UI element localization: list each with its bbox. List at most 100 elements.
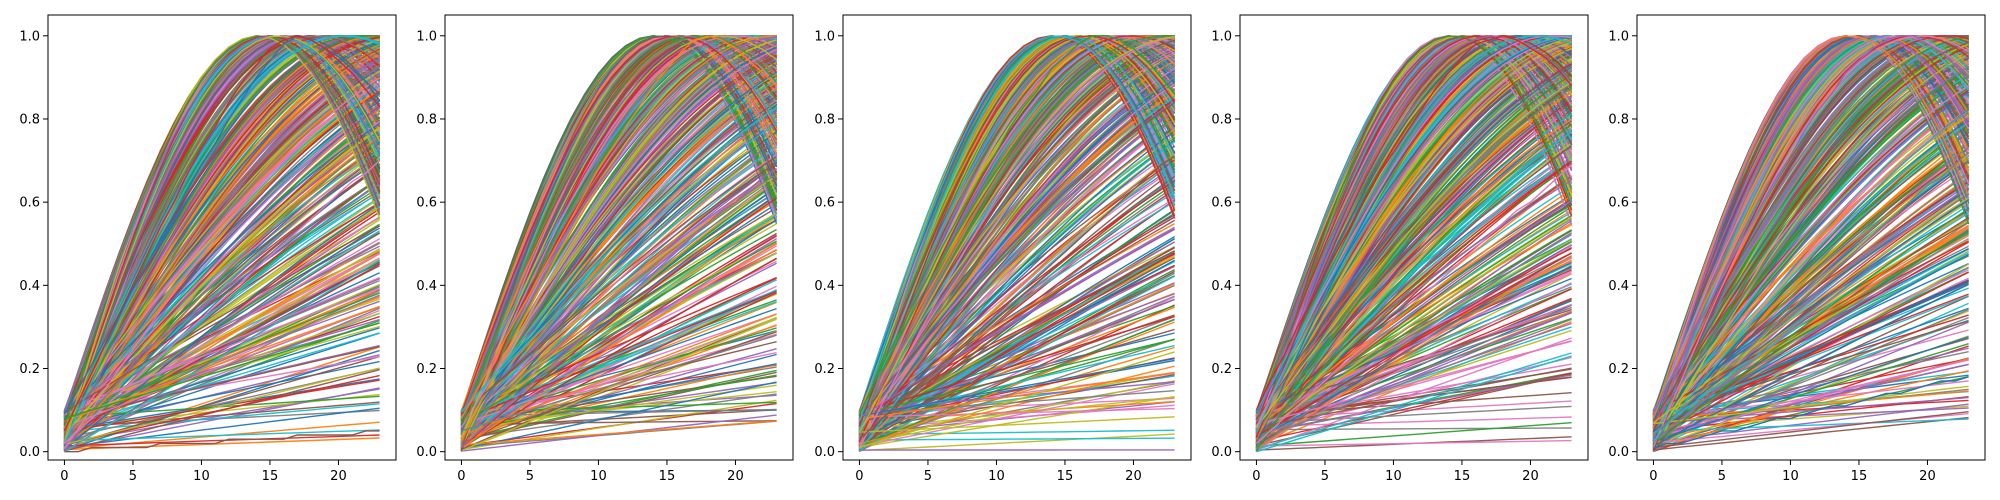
x-tick-label: 15: [659, 469, 676, 484]
series-line: [64, 401, 380, 429]
x-tick-label: 5: [526, 469, 534, 484]
y-tick-label: 0.0: [1608, 445, 1629, 460]
series-line: [859, 365, 1175, 445]
series-line: [1256, 416, 1572, 428]
x-tick-label: 5: [129, 469, 137, 484]
series-line: [1255, 179, 1572, 412]
series-line: [461, 420, 777, 446]
y-tick-label: 0.4: [814, 279, 835, 294]
series-line: [63, 77, 380, 450]
series-line: [1256, 422, 1572, 447]
series-line: [460, 35, 778, 419]
x-tick-label: 20: [1522, 469, 1539, 484]
series-line: [1652, 84, 1969, 422]
series-line: [63, 36, 380, 450]
series-line: [1255, 175, 1572, 426]
axes-frame: [47, 14, 397, 461]
x-tick-label: 15: [262, 469, 279, 484]
y-tick-label: 0.0: [814, 445, 835, 460]
series-line: [461, 240, 777, 425]
series-line: [1256, 317, 1572, 426]
series-line: [63, 73, 380, 429]
series-line: [859, 298, 1175, 432]
y-tick-label: 0.4: [1608, 279, 1629, 294]
series-line: [460, 139, 777, 418]
series-line: [1652, 208, 1969, 446]
series-line: [461, 334, 777, 432]
series-line: [859, 321, 1175, 449]
series-line: [64, 322, 380, 414]
series-line: [64, 332, 380, 428]
series-line: [1255, 124, 1573, 445]
series-line: [1653, 411, 1969, 449]
series-line: [858, 161, 1176, 450]
series-line: [1256, 252, 1572, 446]
series-line: [461, 374, 777, 431]
x-tick-label: 10: [193, 469, 210, 484]
series-line: [858, 102, 1175, 418]
series-line: [1255, 200, 1572, 434]
x-tick-label: 5: [1321, 469, 1329, 484]
series-line: [64, 287, 380, 412]
series-line: [1256, 239, 1572, 431]
series-line: [460, 79, 777, 420]
series-line: [461, 222, 777, 425]
series-line: [461, 242, 777, 449]
series-line: [1652, 68, 1969, 447]
series-line: [859, 400, 1175, 423]
series-line: [858, 35, 1175, 427]
series-line: [460, 35, 778, 436]
series-line: [1653, 232, 1969, 441]
series-line: [64, 360, 380, 427]
series-line: [858, 68, 1175, 442]
series-line: [1653, 347, 1969, 427]
series-line: [63, 127, 381, 436]
series-line: [1255, 120, 1573, 423]
series-line: [1256, 439, 1572, 447]
series-line: [1652, 35, 1970, 419]
series-line: [1255, 64, 1572, 420]
series-line: [1255, 35, 1573, 447]
series-line: [64, 242, 380, 445]
y-tick-label: 0.2: [1211, 362, 1232, 377]
y-tick-label: 0.8: [814, 112, 835, 127]
series-line: [461, 313, 777, 426]
series-line: [1256, 367, 1572, 428]
series-line: [460, 48, 777, 428]
x-tick-label: 15: [1851, 469, 1868, 484]
series-line: [63, 35, 381, 412]
series-line: [1652, 35, 1970, 429]
series-line: [1255, 35, 1573, 443]
y-tick-label: 1.0: [1211, 29, 1232, 44]
series-line: [1255, 35, 1573, 437]
series-line: [858, 35, 1176, 447]
x-tick-label: 10: [1385, 469, 1402, 484]
x-tick-label: 0: [855, 469, 863, 484]
series-line: [1652, 35, 1970, 434]
series-line: [858, 35, 1176, 422]
series-line: [1255, 99, 1573, 436]
axes-frame: [444, 14, 794, 461]
series-line: [859, 344, 1175, 421]
y-tick-label: 0.4: [1211, 279, 1232, 294]
y-tick-label: 0.2: [1608, 362, 1629, 377]
series-line: [64, 407, 380, 448]
series-line: [1653, 380, 1969, 419]
series-line: [460, 35, 778, 420]
series-line: [1256, 277, 1572, 413]
series-line: [858, 35, 1175, 443]
x-tick-label: 0: [1252, 469, 1260, 484]
series-line: [1652, 212, 1969, 434]
series-line: [460, 155, 777, 416]
series-line: [460, 35, 778, 415]
series-line: [63, 44, 380, 416]
series-line: [63, 35, 380, 444]
panel-3: 0 5 10 15 20 0.0 0.2 0.4 0.6 0.8 1.0: [814, 14, 1192, 484]
series-line: [1255, 82, 1572, 434]
x-tick-label: 20: [1125, 469, 1142, 484]
series-line: [1653, 293, 1969, 419]
series-line: [859, 351, 1175, 449]
series-line: [1653, 376, 1969, 449]
series-line: [461, 277, 777, 415]
series-line: [64, 276, 380, 416]
